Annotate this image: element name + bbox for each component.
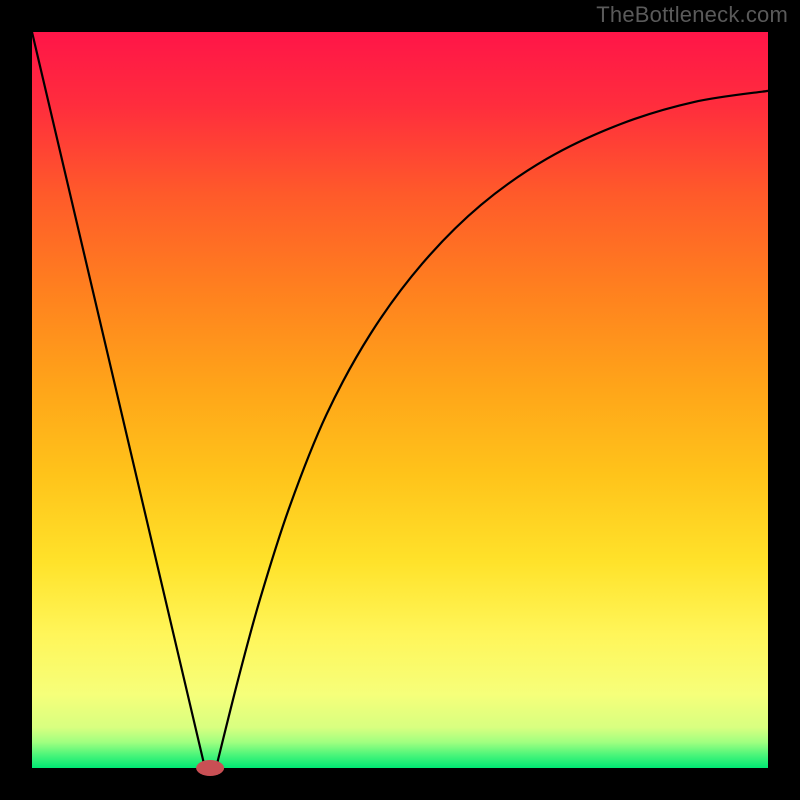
plot-background (32, 32, 768, 768)
bottleneck-curve-chart (0, 0, 800, 800)
chart-container: TheBottleneck.com (0, 0, 800, 800)
watermark-text: TheBottleneck.com (596, 2, 788, 28)
minimum-marker (196, 760, 224, 776)
